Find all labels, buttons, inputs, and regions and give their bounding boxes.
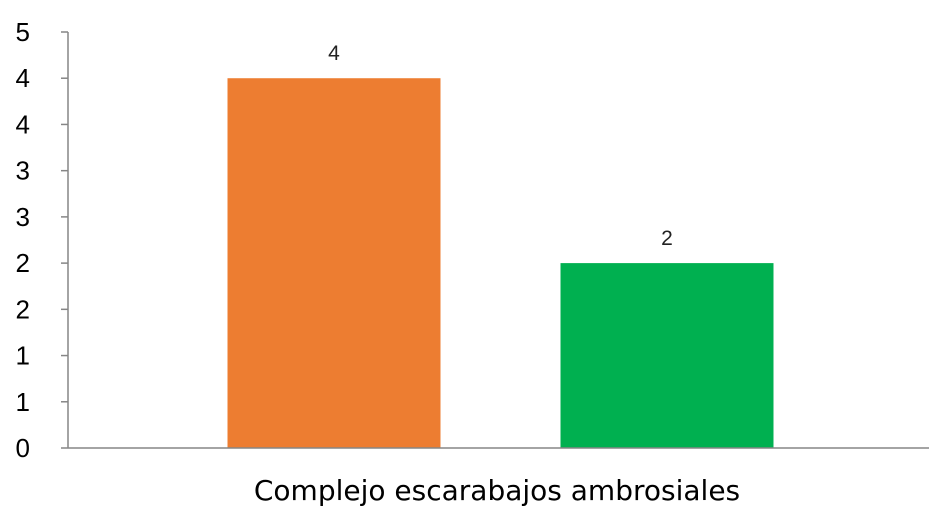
y-tick-label: 5 [16, 17, 30, 47]
y-tick-label: 1 [16, 341, 30, 371]
y-axis-tick-labels: 0 1 1 2 2 3 3 4 4 5 [16, 17, 30, 463]
bar-2 [560, 263, 774, 448]
y-tick-label: 2 [16, 294, 30, 324]
y-tick-label: 2 [16, 248, 30, 278]
y-tick-label: 3 [16, 202, 30, 232]
bars [227, 78, 774, 448]
y-tick-label: 3 [16, 156, 30, 186]
data-label-2: 2 [661, 227, 673, 250]
x-category-label: Complejo escarabajos ambrosiales [254, 474, 740, 507]
data-labels: 42 [328, 42, 673, 250]
y-tick-label: 4 [16, 63, 30, 93]
y-tick-label: 4 [16, 109, 30, 139]
y-tick-label: 0 [16, 433, 30, 463]
y-tick-label: 1 [16, 387, 30, 417]
bar-1 [227, 78, 441, 448]
y-axis-ticks [61, 31, 68, 449]
data-label-1: 4 [328, 42, 340, 65]
